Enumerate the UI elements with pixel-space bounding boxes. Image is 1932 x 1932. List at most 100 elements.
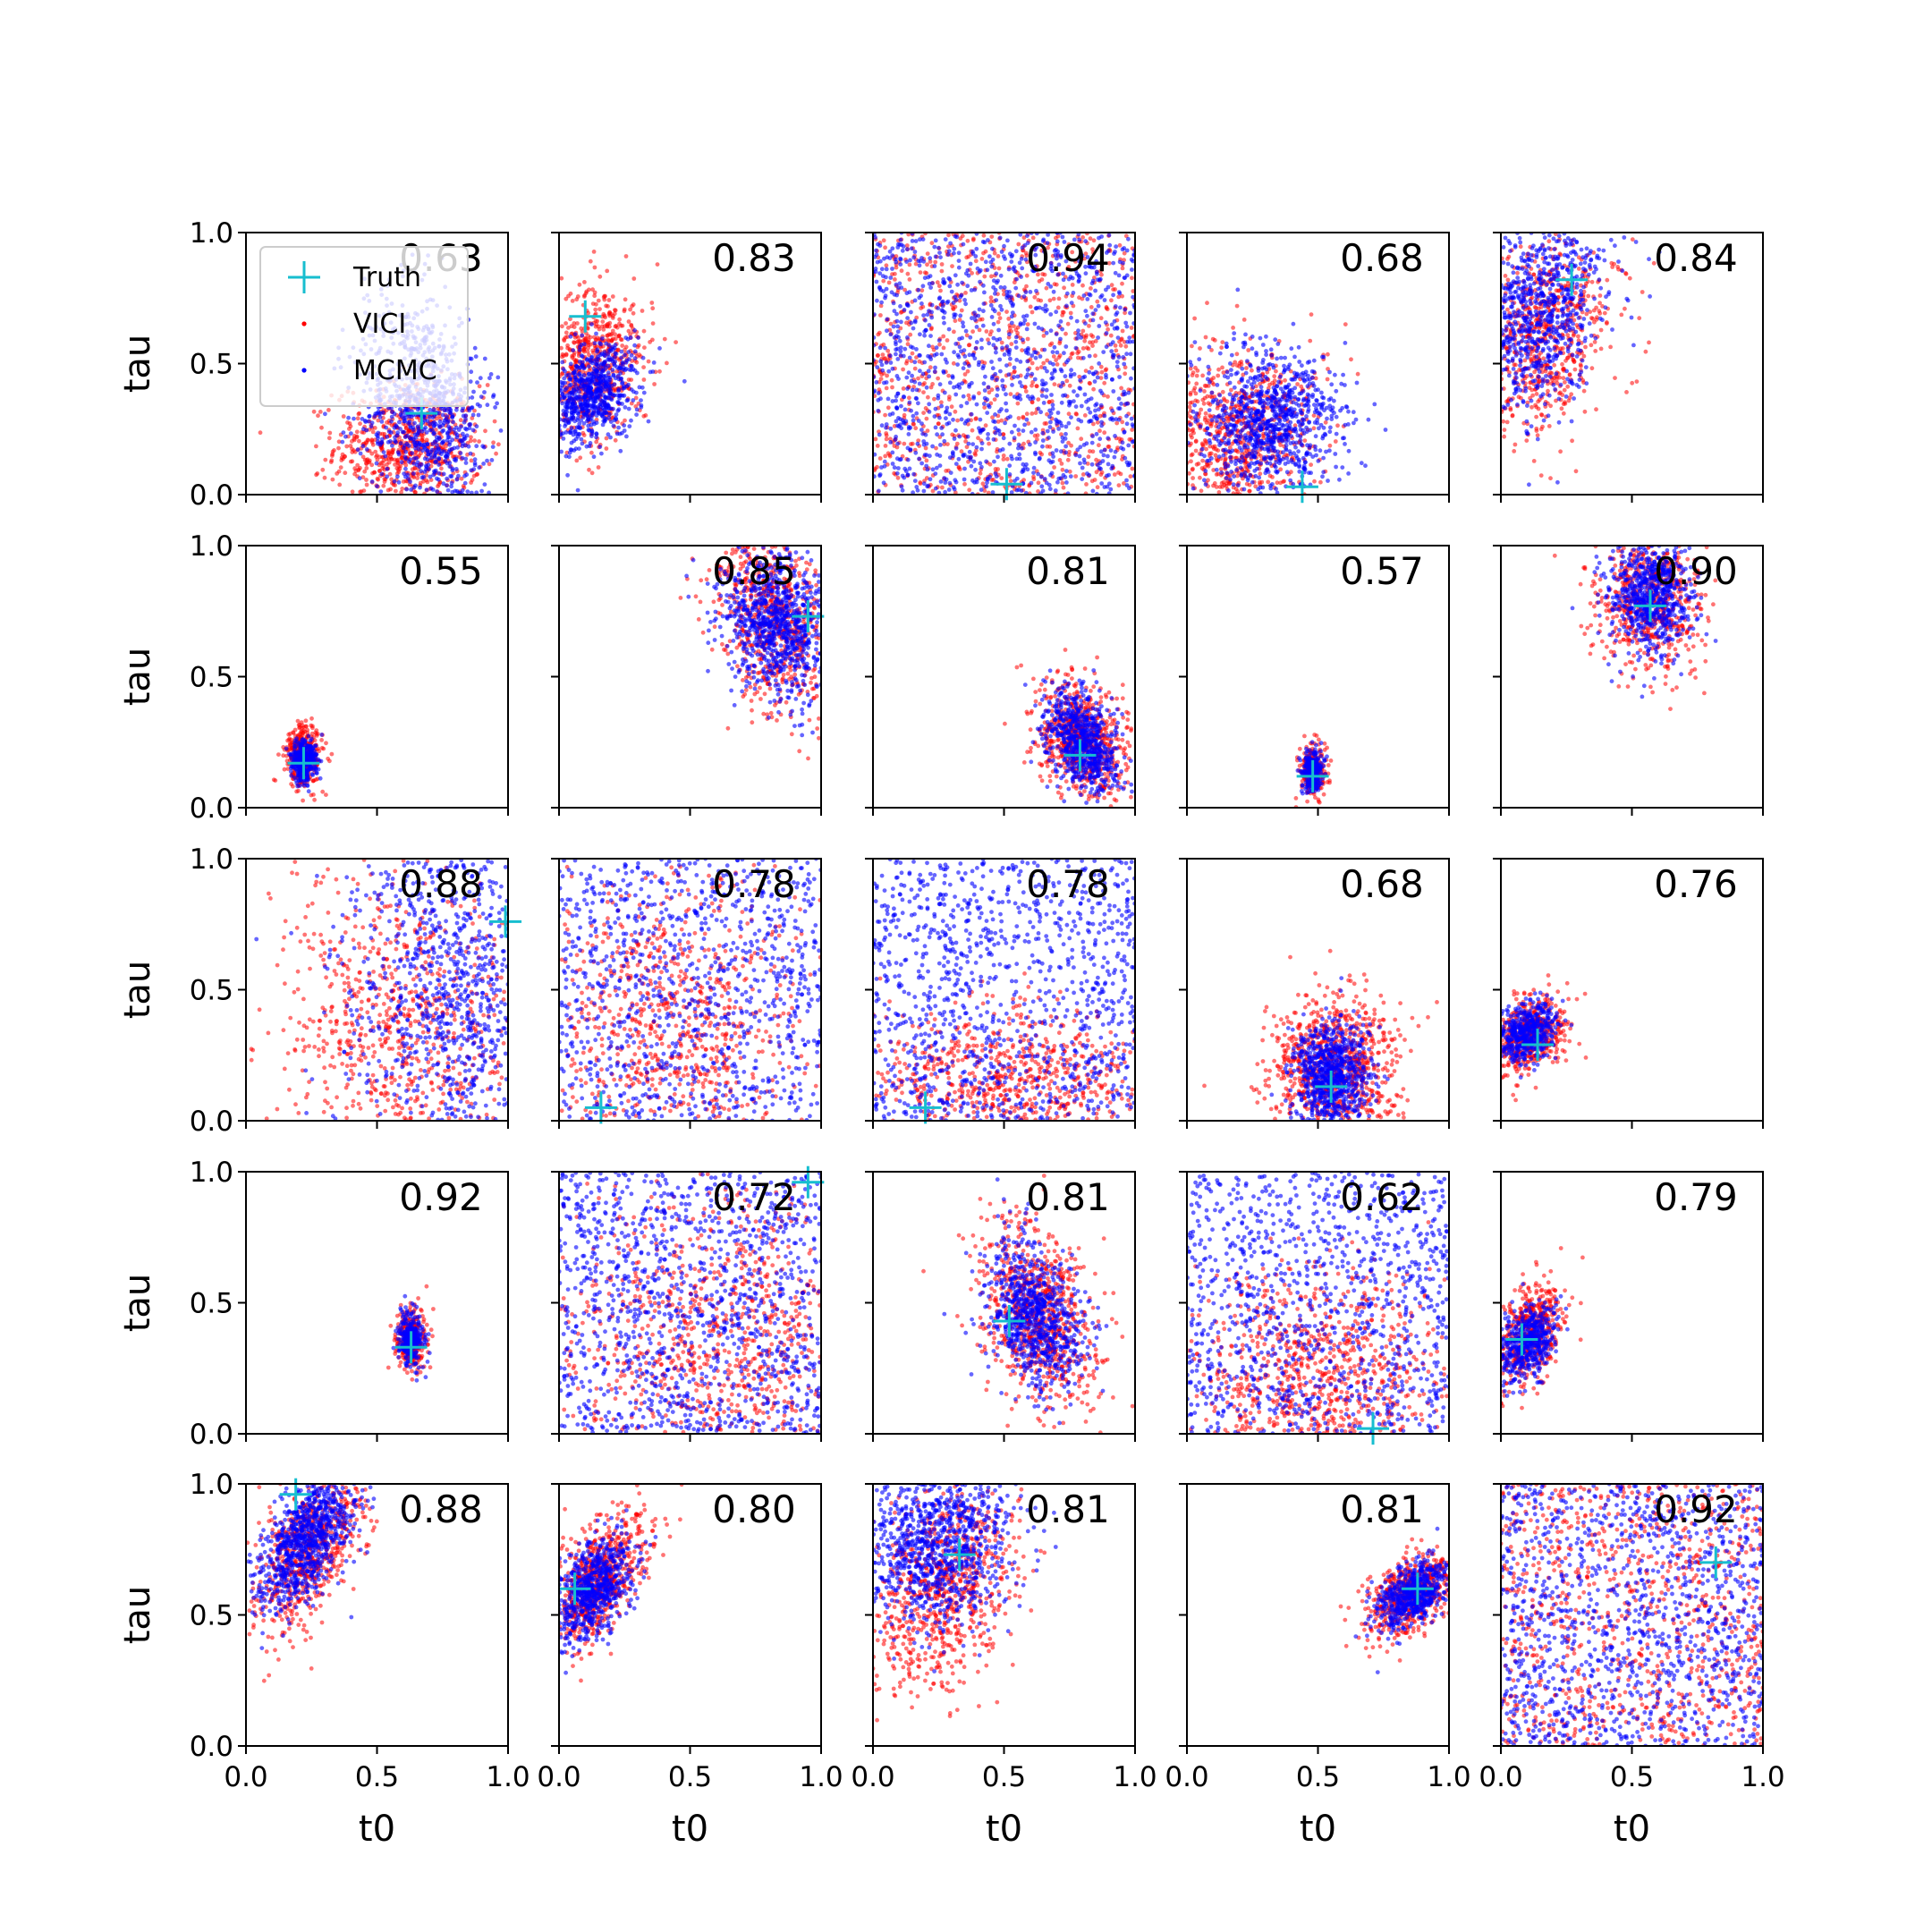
mcmc-point bbox=[936, 296, 942, 301]
mcmc-point bbox=[364, 447, 369, 452]
mcmc-point bbox=[1131, 339, 1135, 344]
mcmc-point bbox=[1095, 375, 1100, 380]
mcmc-point bbox=[962, 420, 968, 426]
vici-point bbox=[602, 313, 607, 318]
mcmc-point bbox=[1039, 326, 1045, 332]
mcmc-point bbox=[895, 324, 900, 329]
vici-point bbox=[1041, 360, 1046, 366]
panel-score: 0.83 bbox=[712, 236, 796, 280]
mcmc-point bbox=[606, 352, 611, 357]
mcmc-point bbox=[437, 419, 443, 424]
mcmc-point bbox=[992, 309, 997, 314]
mcmc-point bbox=[894, 318, 900, 324]
vici-point bbox=[356, 467, 361, 472]
mcmc-point bbox=[894, 352, 898, 357]
mcmc-point bbox=[978, 417, 983, 422]
mcmc-point bbox=[919, 256, 924, 260]
mcmc-point bbox=[355, 447, 360, 453]
vici-point bbox=[989, 329, 994, 334]
vici-point bbox=[617, 317, 622, 322]
mcmc-point bbox=[615, 408, 621, 413]
mcmc-point bbox=[987, 254, 992, 259]
mcmc-point bbox=[942, 320, 946, 326]
mcmc-point bbox=[1059, 369, 1064, 374]
mcmc-point bbox=[966, 441, 971, 446]
vici-point bbox=[1123, 371, 1128, 377]
mcmc-point bbox=[463, 417, 468, 421]
mcmc-point bbox=[875, 298, 879, 303]
vici-point bbox=[674, 340, 678, 344]
mcmc-point bbox=[469, 490, 474, 495]
mcmc-point bbox=[951, 417, 955, 422]
mcmc-point bbox=[568, 416, 573, 420]
vici-point bbox=[1055, 305, 1061, 310]
vici-point bbox=[1008, 479, 1013, 484]
mcmc-point bbox=[877, 473, 882, 479]
mcmc-point bbox=[360, 444, 366, 449]
mcmc-point bbox=[921, 442, 927, 447]
mcmc-point bbox=[1116, 396, 1122, 402]
mcmc-point bbox=[1080, 355, 1086, 360]
mcmc-point bbox=[1021, 337, 1025, 343]
mcmc-point bbox=[888, 353, 893, 359]
mcmc-point bbox=[1112, 326, 1117, 331]
mcmc-point bbox=[894, 406, 900, 411]
mcmc-point bbox=[1116, 290, 1122, 294]
vici-point bbox=[912, 366, 918, 371]
vici-point bbox=[904, 243, 910, 248]
vici-point bbox=[884, 431, 889, 436]
mcmc-point bbox=[877, 271, 883, 275]
vici-point bbox=[593, 311, 598, 317]
vici-point bbox=[1030, 309, 1035, 315]
vici-point bbox=[959, 308, 964, 313]
mcmc-point bbox=[379, 471, 385, 477]
vici-point bbox=[665, 360, 669, 366]
vici-point bbox=[962, 481, 967, 487]
mcmc-point bbox=[884, 267, 889, 272]
mcmc-point bbox=[398, 441, 403, 445]
mcmc-point bbox=[468, 379, 473, 384]
mcmc-point bbox=[409, 487, 413, 492]
mcmc-point bbox=[632, 349, 638, 354]
mcmc-point bbox=[1020, 245, 1025, 250]
vici-point bbox=[884, 263, 889, 268]
mcmc-point bbox=[377, 415, 383, 419]
mcmc-point bbox=[1040, 306, 1046, 311]
mcmc-point bbox=[454, 435, 460, 440]
mcmc-point bbox=[1051, 429, 1055, 434]
mcmc-point bbox=[594, 435, 598, 440]
vici-point bbox=[1128, 474, 1133, 479]
vici-point bbox=[1030, 380, 1035, 385]
mcmc-point bbox=[369, 420, 375, 426]
vici-point bbox=[662, 336, 667, 342]
mcmc-point bbox=[942, 390, 947, 395]
mcmc-point bbox=[1001, 436, 1006, 441]
mcmc-point bbox=[1077, 275, 1082, 279]
mcmc-point bbox=[1023, 290, 1029, 295]
vici-point bbox=[572, 321, 577, 326]
vici-point bbox=[1044, 285, 1049, 291]
mcmc-point bbox=[908, 258, 912, 263]
mcmc-point bbox=[1060, 380, 1065, 386]
mcmc-point bbox=[1009, 429, 1014, 435]
mcmc-point bbox=[967, 384, 971, 389]
vici-point bbox=[364, 462, 369, 467]
vici-point bbox=[910, 351, 915, 356]
mcmc-point bbox=[926, 483, 931, 488]
mcmc-point bbox=[594, 382, 599, 387]
vici-point bbox=[1123, 365, 1128, 370]
mcmc-point bbox=[956, 258, 962, 263]
mcmc-point bbox=[879, 300, 884, 305]
mcmc-point bbox=[927, 402, 932, 407]
mcmc-point bbox=[1098, 276, 1103, 282]
mcmc-point bbox=[619, 349, 624, 354]
mcmc-point bbox=[909, 320, 914, 326]
mcmc-point bbox=[440, 412, 445, 418]
vici-point bbox=[946, 397, 952, 402]
mcmc-point bbox=[912, 360, 918, 365]
mcmc-point bbox=[1127, 461, 1132, 466]
mcmc-point bbox=[891, 301, 896, 306]
vici-point bbox=[614, 325, 620, 330]
mcmc-point bbox=[950, 374, 955, 378]
mcmc-point bbox=[369, 424, 374, 429]
